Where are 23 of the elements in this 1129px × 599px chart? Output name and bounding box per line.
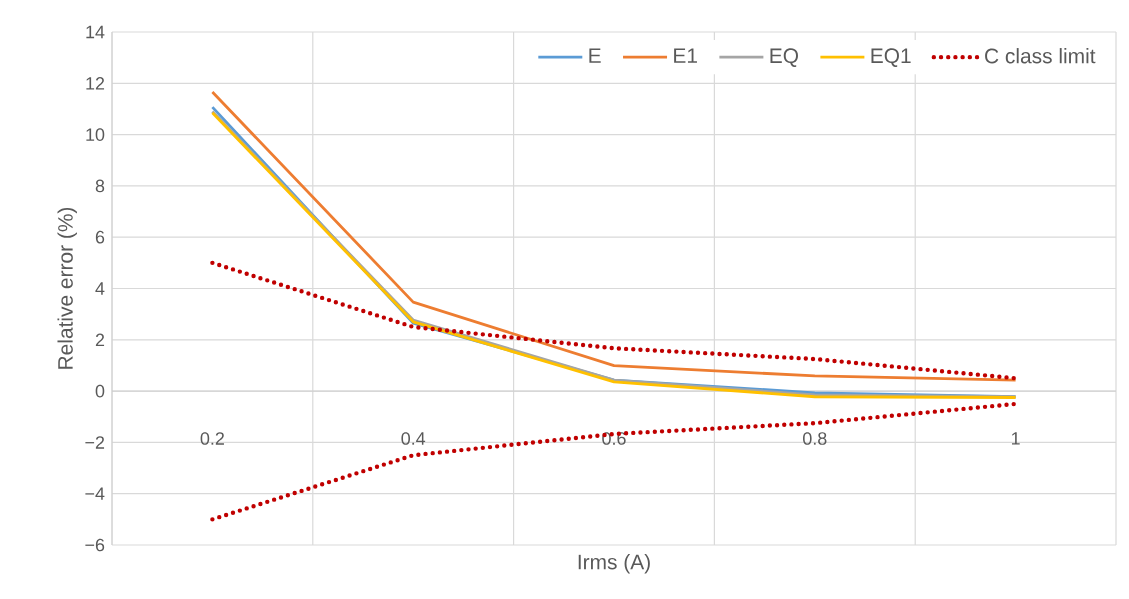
line-series — [210, 260, 1018, 381]
x-tick-label: 0.2 — [200, 432, 224, 445]
x-axis-title: Irms (A) — [578, 554, 650, 574]
y-tick-label: 14 — [86, 25, 105, 39]
legend-label: EQ — [770, 48, 798, 67]
y-tick-label: 4 — [95, 282, 105, 295]
legend-label: EQ1 — [871, 48, 911, 67]
legend-label: C class limit — [985, 48, 1096, 64]
y-axis-title: Relative error (%) — [57, 207, 77, 369]
y-tick-label: 10 — [86, 128, 105, 141]
y-tick-label: 0 — [95, 384, 105, 398]
x-tick-label: 0.8 — [803, 432, 827, 445]
y-tick-label: 12 — [86, 77, 105, 90]
x-tick-label: 1 — [1011, 432, 1020, 445]
y-tick-label: 2 — [95, 333, 105, 347]
x-tick-label: 0.4 — [401, 432, 426, 445]
legend-label: E1 — [674, 48, 697, 63]
y-tick-label: 8 — [95, 179, 105, 193]
y-tick-label: −4 — [85, 487, 105, 500]
y-tick-label: 6 — [95, 230, 105, 244]
legend-label: E — [589, 48, 601, 63]
y-tick-label: −2 — [85, 436, 105, 449]
y-tick-label: −6 — [85, 538, 105, 552]
